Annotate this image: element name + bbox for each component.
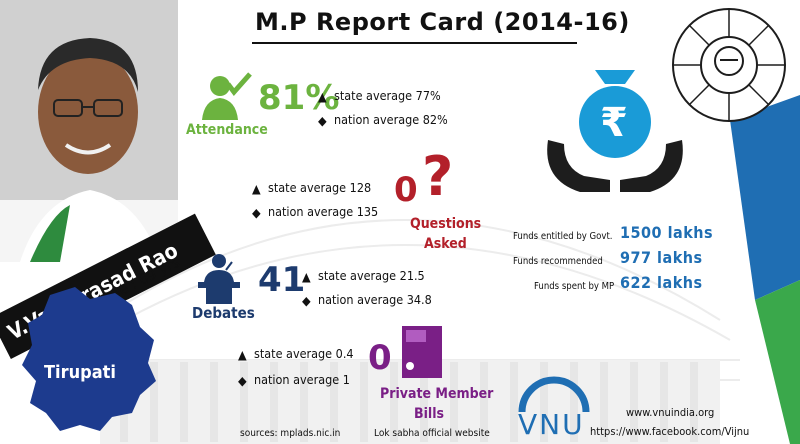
facebook-link[interactable]: https://www.facebook.com/Vijnu	[590, 425, 750, 438]
attendance-person-icon	[202, 72, 252, 120]
svg-text:?: ?	[422, 145, 453, 203]
india-map-icon: ◆	[238, 373, 247, 388]
funds-spent-value: 622 lakhs	[620, 273, 703, 292]
debates-state-avg: ▲ state average 21.5	[302, 268, 425, 284]
debates-value: 41	[258, 260, 306, 300]
website-link[interactable]: www.vnuindia.org	[626, 406, 715, 419]
page-title: M.P Report Card (2014-16)	[255, 8, 630, 36]
tirupati-map	[22, 287, 156, 431]
svg-text:₹: ₹	[600, 100, 628, 146]
state-map-icon: ▲	[318, 89, 327, 104]
vnu-logo: VNU	[518, 408, 585, 441]
state-map-icon: ▲	[302, 269, 311, 284]
lok-sabha-text: Lok sabha official website	[374, 428, 490, 439]
funds-recommended-value: 977 lakhs	[620, 248, 703, 267]
funds-spent-label: Funds spent by MP	[534, 281, 615, 292]
india-map-icon: ◆	[252, 205, 261, 220]
constituency-label: Tirupati	[44, 362, 116, 383]
funds-entitled-value: 1500 lakhs	[620, 223, 714, 242]
attendance-label: Attendance	[186, 122, 268, 138]
bills-value: 0	[368, 338, 392, 378]
rupee-bag-hands-icon: ₹	[547, 70, 683, 192]
state-map-icon: ▲	[252, 181, 261, 196]
bills-label-line1: Private Member	[380, 386, 494, 402]
india-map-icon: ◆	[318, 113, 327, 128]
attendance-nation-avg: ◆ nation average 82%	[318, 112, 448, 128]
attendance-state-avg: ▲ state average 77%	[318, 88, 441, 104]
questions-label-line2: Asked	[424, 236, 467, 252]
debate-podium-icon	[198, 254, 240, 304]
questions-value: 0	[394, 170, 418, 210]
binder-icon	[402, 326, 442, 378]
caricature-badge-icon	[672, 8, 786, 122]
india-map-icon: ◆	[302, 293, 311, 308]
debates-nation-avg: ◆ nation average 34.8	[302, 292, 432, 308]
bills-label-line2: Bills	[414, 406, 445, 422]
bills-state-avg: ▲ state average 0.4	[238, 346, 354, 362]
question-mark-icon: ?	[422, 145, 453, 203]
mp-portrait	[0, 0, 178, 262]
questions-state-avg: ▲ state average 128	[252, 180, 372, 196]
title-underline	[252, 42, 577, 44]
questions-label-line1: Questions	[410, 216, 482, 232]
bills-nation-avg: ◆ nation average 1	[238, 372, 350, 388]
attendance-value: 81%	[258, 78, 340, 118]
debates-label: Debates	[192, 304, 255, 322]
vnu-arc-icon	[518, 376, 590, 413]
state-map-icon: ▲	[238, 347, 247, 362]
questions-nation-avg: ◆ nation average 135	[252, 204, 379, 220]
mp-photo-icon	[0, 0, 178, 262]
funds-entitled-label: Funds entitled by Govt.	[513, 231, 613, 242]
sources-text: sources: mplads.nic.in	[240, 428, 341, 439]
funds-recommended-label: Funds recommended	[513, 256, 603, 267]
